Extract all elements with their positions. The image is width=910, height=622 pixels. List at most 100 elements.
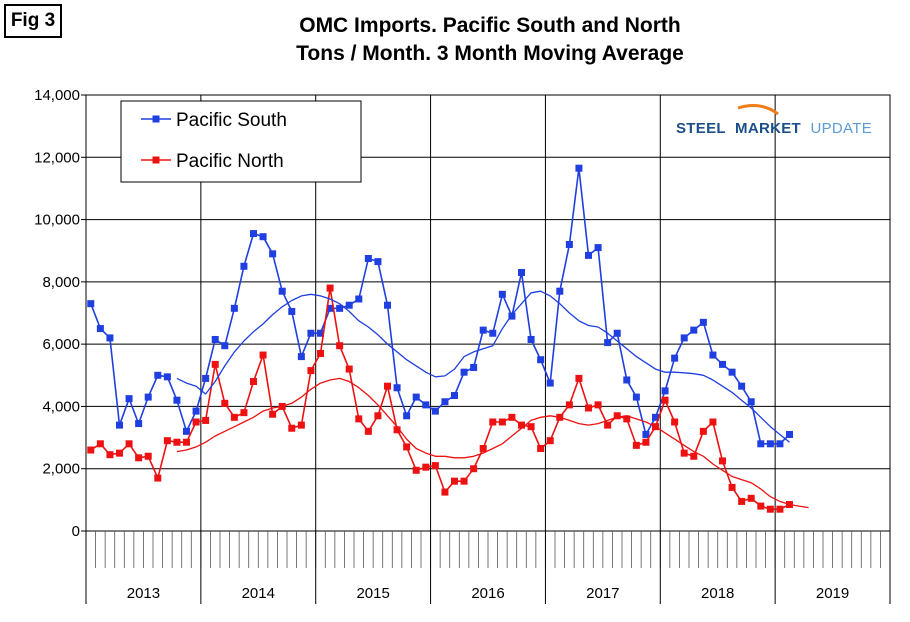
pacific-south-point	[403, 412, 411, 420]
legend-label-pacific-north: Pacific North	[176, 151, 284, 172]
pacific-south-point	[757, 440, 765, 448]
axes: 0 2,000 4,000 6,000 8,000 10,000 12,000 14,000 2…	[34, 87, 891, 604]
pacific-north-point	[259, 351, 267, 359]
logo-word-market: MARKET	[735, 120, 801, 137]
pacific-north-point	[106, 451, 114, 459]
pacific-south-point	[642, 430, 650, 438]
pacific-south-point	[278, 287, 286, 295]
pacific-south-point	[393, 384, 401, 392]
pacific-south-line	[90, 167, 791, 445]
pacific-south-point	[307, 329, 315, 337]
pacific-north-point	[594, 401, 602, 409]
pacific-north-point	[479, 444, 487, 452]
pacific-north-point	[326, 284, 334, 292]
pacific-north-point	[709, 418, 717, 426]
pacific-north-point	[661, 396, 669, 404]
pacific-south-point	[269, 250, 277, 258]
pacific-south-point	[297, 353, 305, 361]
pacific-north-point	[297, 421, 305, 429]
x-year-label: 2016	[471, 585, 504, 602]
pacific-north-point	[135, 454, 143, 462]
pacific-south-point	[460, 368, 468, 376]
pacific-south-point	[518, 269, 525, 277]
pacific-south-point	[202, 374, 210, 382]
y-tick-label: 2,000	[42, 461, 80, 478]
pacific-north-point	[336, 342, 344, 350]
pacific-south-point	[594, 244, 602, 252]
pacific-north-point	[460, 477, 468, 485]
pacific-north-point	[240, 409, 248, 417]
pacific-north-point	[307, 367, 315, 375]
pacific-south-point	[546, 379, 554, 387]
x-year-label: 2015	[356, 585, 389, 602]
x-year-label: 2019	[816, 585, 849, 602]
pacific-north-point	[269, 410, 277, 418]
pacific-south-point	[527, 335, 535, 343]
pacific-north-point	[738, 497, 746, 505]
figure-label: Fig 3	[4, 4, 62, 38]
x-year-label: 2017	[586, 585, 619, 602]
pacific-north-point	[585, 404, 592, 412]
y-tick-label: 12,000	[34, 149, 80, 166]
pacific-south-point	[719, 360, 726, 368]
trend-of-pacific-south-line	[176, 290, 790, 443]
logo-word-update: UPDATE	[810, 120, 872, 137]
chart-title: OMC Imports. Pacific South and North	[299, 14, 681, 37]
pacific-north-point	[498, 418, 506, 426]
pacific-south-point	[412, 393, 420, 401]
pacific-south-point	[384, 301, 391, 309]
pacific-south-point	[173, 396, 181, 404]
pacific-south-point	[451, 392, 458, 400]
pacific-north-point	[116, 449, 123, 457]
pacific-south-point	[163, 373, 171, 381]
pacific-south-point	[116, 421, 123, 429]
legend-marker-pacific-north	[152, 156, 160, 164]
svg-text:STEEL MARKET UPDATE: STEEL MARKET UPDATE	[676, 120, 872, 137]
x-year-label: 2013	[127, 585, 160, 602]
pacific-north-point	[403, 443, 411, 451]
pacific-south-point	[345, 301, 353, 309]
pacific-south-point	[709, 351, 717, 359]
pacific-south-point	[565, 240, 573, 248]
pacific-north-point	[202, 416, 210, 424]
y-tick-label: 10,000	[34, 212, 80, 229]
pacific-south-point	[211, 335, 219, 343]
pacific-north-point	[441, 488, 449, 496]
pacific-south-point	[192, 407, 200, 415]
pacific-south-point	[585, 251, 592, 259]
pacific-north-point	[374, 412, 382, 420]
pacific-north-point	[766, 505, 774, 513]
y-tick-label: 8,000	[42, 274, 80, 291]
pacific-north-point	[508, 413, 516, 421]
pacific-north-point	[699, 427, 707, 435]
pacific-south-point	[144, 393, 152, 401]
y-tick-label: 4,000	[42, 398, 80, 415]
pacific-south-point	[632, 393, 640, 401]
pacific-north-point	[384, 382, 391, 390]
pacific-south-point	[537, 356, 545, 364]
pacific-north-point	[163, 437, 171, 445]
pacific-north-point	[87, 446, 95, 454]
logo-swoosh-icon	[737, 104, 779, 116]
pacific-north-point	[221, 399, 229, 407]
pacific-north-point	[154, 474, 162, 482]
pacific-north-point	[125, 440, 133, 448]
pacific-north-point	[431, 462, 439, 470]
pacific-south-point	[652, 413, 659, 421]
pacific-north-point	[776, 505, 784, 513]
pacific-south-point	[498, 290, 506, 298]
pacific-north-point	[364, 427, 372, 435]
pacific-north-point	[728, 483, 736, 491]
pacific-north-point	[757, 502, 765, 510]
pacific-south-point	[240, 262, 248, 270]
pacific-south-point	[96, 325, 104, 333]
pacific-north-point	[680, 449, 688, 457]
pacific-north-point	[192, 418, 200, 426]
pacific-north-point	[719, 457, 726, 465]
pacific-north-point	[613, 412, 621, 420]
pacific-south-point	[326, 304, 334, 312]
pacific-north-point	[527, 423, 535, 431]
pacific-north-point	[623, 415, 631, 423]
pacific-south-point	[125, 395, 133, 403]
